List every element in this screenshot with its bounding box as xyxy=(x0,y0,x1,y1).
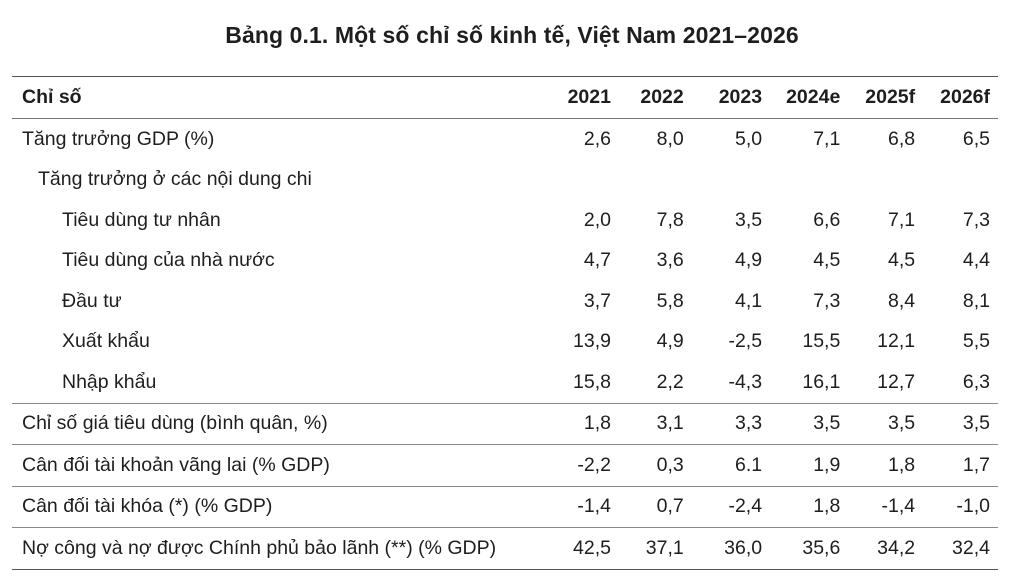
row-label: Chỉ số giá tiêu dùng (bình quân, %) xyxy=(12,402,540,445)
table-title: Bảng 0.1. Một số chỉ số kinh tế, Việt Na… xyxy=(225,22,799,48)
header-year-2022: 2022 xyxy=(610,76,684,119)
cell-value: 3,1 xyxy=(610,402,684,445)
cell-value xyxy=(684,160,762,201)
header-year-2021: 2021 xyxy=(539,76,611,119)
cell-value: 2,0 xyxy=(583,208,611,231)
cell-value: 6,5 xyxy=(962,127,990,150)
cell-value: 3,5 xyxy=(734,208,763,231)
cell-value: 35,6 xyxy=(762,527,841,570)
cell-value: 6,8 xyxy=(888,127,916,150)
cell-value: 15,8 xyxy=(573,370,611,393)
table-row: Tăng trưởng GDP (%) 2,6 8,0 5,0 7,1 6,8 … xyxy=(12,119,998,160)
cell-value: 13,9 xyxy=(573,330,611,353)
cell-value: 3,5 xyxy=(915,402,998,445)
cell-value: 32,4 xyxy=(915,527,998,570)
table-row: Nhập khẩu 15,8 2,2 -4,3 16,1 12,7 6,3 xyxy=(12,362,998,403)
header-year-2024e: 2024e xyxy=(762,76,841,119)
table-row: Cân đối tài khoản vãng lai (% GDP) -2,2 … xyxy=(12,444,998,486)
cell-value: 7,1 xyxy=(888,208,916,231)
cell-value: 3,3 xyxy=(683,402,763,445)
cell-value: 8,4 xyxy=(888,289,916,312)
row-label: Tiêu dùng của nhà nước xyxy=(62,249,275,272)
economic-indicators-table: Chỉ số 2021 2022 2023 2024e 2025f 2026f … xyxy=(12,76,998,570)
row-label: Cân đối tài khóa (*) (% GDP) xyxy=(12,485,540,528)
cell-value: 16,1 xyxy=(802,370,841,393)
cell-value: 1,8 xyxy=(539,402,611,445)
cell-value: -1,4 xyxy=(539,485,611,528)
cell-value: 5,0 xyxy=(734,127,763,150)
cell-value: 3,7 xyxy=(583,289,611,312)
cell-value: 4,7 xyxy=(583,249,611,272)
cell-value: 6.1 xyxy=(683,444,763,486)
cell-value: 42,5 xyxy=(539,527,611,570)
cell-value: 0,3 xyxy=(610,444,684,486)
table-row: Đầu tư 3,7 5,8 4,1 7,3 8,4 8,1 xyxy=(12,281,998,322)
cell-value: 1,7 xyxy=(915,444,998,486)
cell-value: -2,5 xyxy=(728,330,763,353)
row-label: Tăng trưởng ở các nội dung chi xyxy=(38,168,312,191)
cell-value: -1,4 xyxy=(840,485,916,528)
cell-value: 8,1 xyxy=(962,289,990,312)
cell-value: 3,5 xyxy=(762,402,841,445)
header-year-2023: 2023 xyxy=(683,76,763,119)
cell-value: 7,8 xyxy=(656,208,684,231)
cell-value: 7,3 xyxy=(962,208,990,231)
cell-value: 6,6 xyxy=(813,208,841,231)
cell-value: -2,2 xyxy=(539,444,611,486)
cell-value: -1,0 xyxy=(915,485,998,528)
header-year-2026f: 2026f xyxy=(915,76,998,119)
cell-value: 3,5 xyxy=(840,402,916,445)
row-label: Tăng trưởng GDP (%) xyxy=(22,127,215,150)
cell-value xyxy=(540,160,611,201)
row-label: Cân đối tài khoản vãng lai (% GDP) xyxy=(12,444,540,486)
cell-value: -2,4 xyxy=(683,485,763,528)
cell-value: 2,6 xyxy=(583,127,611,150)
cell-value: 4,5 xyxy=(888,249,916,272)
cell-value: 5,5 xyxy=(962,330,990,353)
cell-value: 4,5 xyxy=(813,249,841,272)
cell-value: 1,8 xyxy=(840,444,916,486)
cell-value: 4,1 xyxy=(734,289,763,312)
cell-value: 36,0 xyxy=(683,527,763,570)
table-row: Tiêu dùng của nhà nước 4,7 3,6 4,9 4,5 4… xyxy=(12,241,998,282)
cell-value: 8,0 xyxy=(656,127,684,150)
table-row: Tiêu dùng tư nhân 2,0 7,8 3,5 6,6 7,1 7,… xyxy=(12,200,998,241)
table-row: Chỉ số giá tiêu dùng (bình quân, %) 1,8 … xyxy=(12,402,998,445)
header-year-2025f: 2025f xyxy=(840,76,916,119)
cell-value xyxy=(762,160,840,201)
header-indicator: Chỉ số xyxy=(12,76,540,119)
cell-value: 5,8 xyxy=(656,289,684,312)
cell-value: 7,1 xyxy=(813,127,841,150)
cell-value: 4,9 xyxy=(734,249,763,272)
cell-value: 4,4 xyxy=(962,249,990,272)
cell-value: 12,1 xyxy=(877,330,916,353)
cell-value: 34,2 xyxy=(840,527,916,570)
cell-value xyxy=(611,160,684,201)
cell-value: 37,1 xyxy=(610,527,684,570)
table-row: Nợ công và nợ được Chính phủ bảo lãnh (*… xyxy=(12,527,998,570)
cell-value: 15,5 xyxy=(802,330,841,353)
cell-value: 0,7 xyxy=(610,485,684,528)
cell-value xyxy=(840,160,915,201)
cell-value: 12,7 xyxy=(877,370,916,393)
cell-value: 4,9 xyxy=(656,330,684,353)
cell-value: 1,8 xyxy=(762,485,841,528)
cell-value xyxy=(915,160,998,201)
table-row: Xuất khẩu 13,9 4,9 -2,5 15,5 12,1 5,5 xyxy=(12,322,998,363)
row-label: Nhập khẩu xyxy=(62,370,157,393)
row-label: Xuất khẩu xyxy=(62,330,150,353)
table-row: Tăng trưởng ở các nội dung chi xyxy=(12,160,998,201)
cell-value: 1,9 xyxy=(762,444,841,486)
row-label: Tiêu dùng tư nhân xyxy=(62,208,221,231)
table-row: Cân đối tài khóa (*) (% GDP) -1,4 0,7 -2… xyxy=(12,485,998,528)
cell-value: 2,2 xyxy=(656,370,684,393)
cell-value: 7,3 xyxy=(813,289,841,312)
row-label: Đầu tư xyxy=(62,289,122,312)
cell-value: -4,3 xyxy=(728,370,763,393)
row-label: Nợ công và nợ được Chính phủ bảo lãnh (*… xyxy=(12,527,540,570)
table-header-row: Chỉ số 2021 2022 2023 2024e 2025f 2026f xyxy=(12,76,998,119)
cell-value: 6,3 xyxy=(962,370,990,393)
cell-value: 3,6 xyxy=(656,249,684,272)
